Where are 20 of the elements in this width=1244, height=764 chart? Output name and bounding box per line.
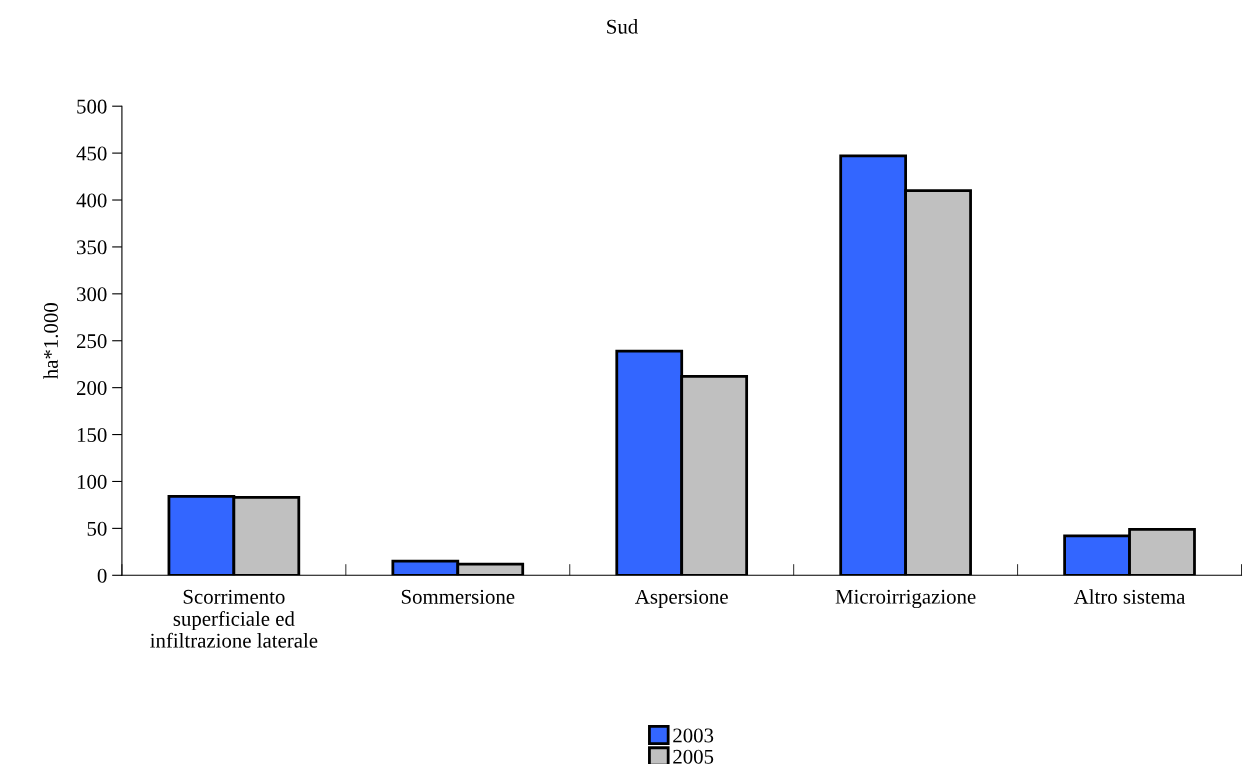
- x-tick-label: Microirrigazione: [835, 589, 976, 609]
- legend-label: 2003: [673, 728, 714, 743]
- y-tick-label: 100: [77, 474, 107, 489]
- y-tick-label: 450: [76, 146, 107, 161]
- chart-title: Sud: [607, 19, 638, 34]
- y-tick-label: 0: [97, 568, 107, 583]
- y-tick-label: 250: [76, 334, 107, 349]
- legend-label: 2005: [673, 749, 714, 764]
- y-tick-label: 300: [77, 287, 107, 302]
- x-tick-label: Sommersione: [401, 589, 515, 604]
- y-axis-title: ha*1.000: [43, 303, 59, 380]
- x-tick-label: Altro sistema: [1073, 589, 1186, 604]
- x-tick-label: Aspersione: [635, 589, 728, 609]
- y-tick-label: 350: [77, 240, 107, 255]
- y-tick-label: 200: [76, 381, 107, 396]
- y-tick-label: 150: [77, 427, 107, 442]
- y-tick-label: 50: [87, 521, 107, 536]
- y-tick-label: 400: [76, 193, 107, 208]
- x-tick-label: Scorrimento superficiale ed infiltrazione laterale: [150, 589, 318, 648]
- y-tick-label: 500: [77, 99, 107, 114]
